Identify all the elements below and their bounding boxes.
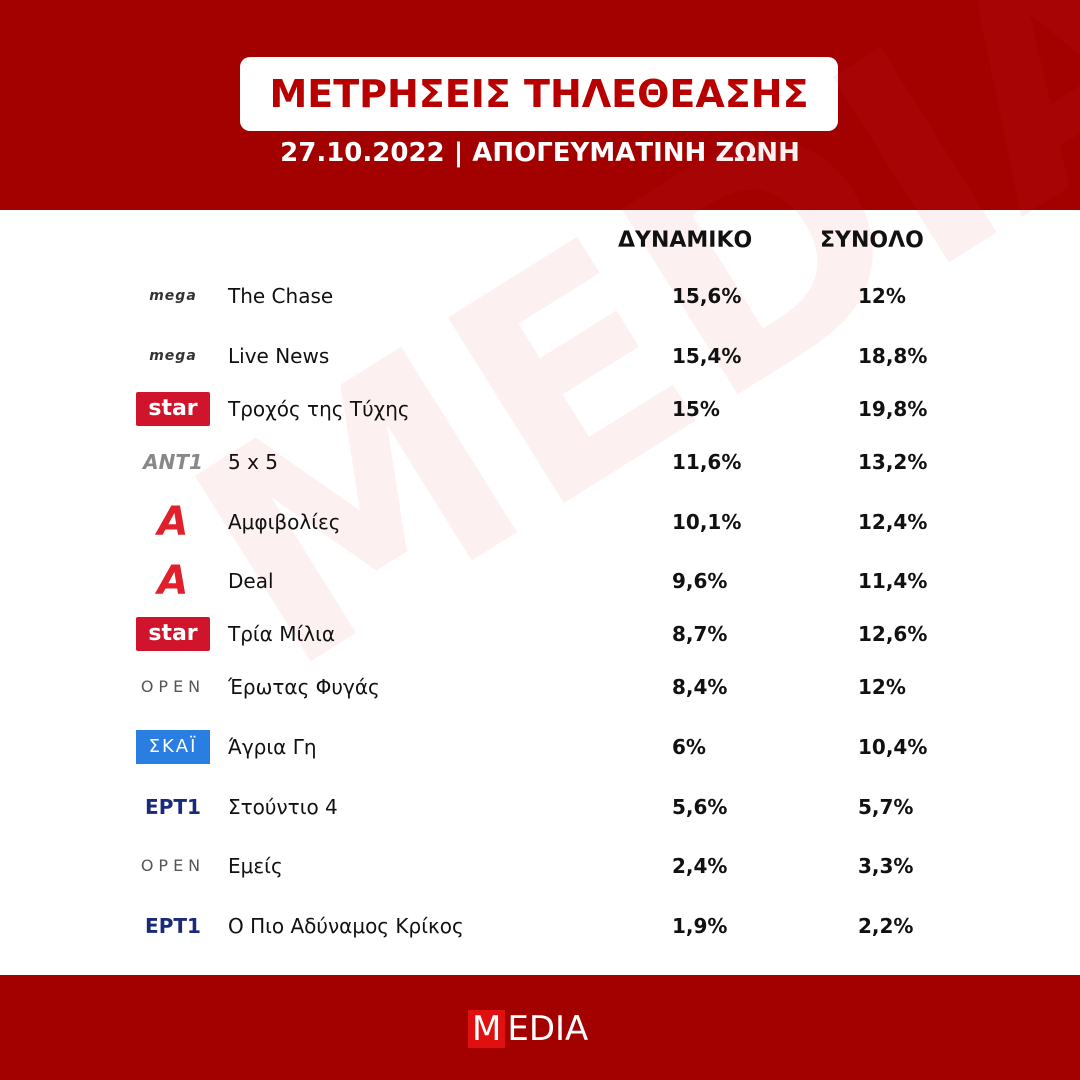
- channel-logo: ANT1: [143, 450, 203, 474]
- dynamiko-value: 15,4%: [672, 344, 742, 368]
- footer-band: [0, 975, 1080, 1080]
- subtitle: 27.10.2022 | ΑΠΟΓΕΥΜΑΤΙΝΗ ΖΩΝΗ: [280, 138, 800, 168]
- table-row: ΕΡΤ1 Στούντιο 4 5,6% 5,7%: [0, 787, 1080, 827]
- dynamiko-value: 6%: [672, 735, 706, 759]
- channel-logo: OPEN: [140, 677, 206, 696]
- table-row: star Τρία Μίλια 8,7% 12,6%: [0, 614, 1080, 654]
- table-row: ANT1 5 x 5 11,6% 13,2%: [0, 442, 1080, 482]
- table-row: Α Deal 9,6% 11,4%: [0, 561, 1080, 601]
- dynamiko-value: 5,6%: [672, 795, 728, 819]
- show-name: Αμφιβολίες: [228, 510, 341, 534]
- channel-logo: mega: [149, 348, 197, 364]
- channel-logo: ΣΚΑΪ: [136, 730, 210, 764]
- dynamiko-value: 8,4%: [672, 675, 728, 699]
- column-header: ΣΥΝΟΛΟ: [820, 228, 924, 253]
- synolo-value: 12%: [858, 284, 906, 308]
- synolo-value: 13,2%: [858, 450, 928, 474]
- show-name: Εμείς: [228, 854, 283, 878]
- channel-logo: Α: [157, 499, 189, 545]
- logo-text: EDIA: [507, 1009, 589, 1049]
- table-row: ΣΚΑΪ Άγρια Γη 6% 10,4%: [0, 727, 1080, 767]
- show-name: Έρωτας Φυγάς: [228, 675, 380, 699]
- show-name: 5 x 5: [228, 450, 278, 474]
- synolo-value: 12,6%: [858, 622, 928, 646]
- dynamiko-value: 15%: [672, 397, 720, 421]
- synolo-value: 18,8%: [858, 344, 928, 368]
- synolo-value: 12%: [858, 675, 906, 699]
- channel-logo: star: [136, 617, 210, 651]
- table-row: ΕΡΤ1 Ο Πιο Αδύναμος Κρίκος 1,9% 2,2%: [0, 906, 1080, 946]
- dynamiko-value: 15,6%: [672, 284, 742, 308]
- table-row: mega Live News 15,4% 18,8%: [0, 336, 1080, 376]
- channel-logo: ΕΡΤ1: [145, 795, 201, 819]
- dynamiko-value: 9,6%: [672, 569, 728, 593]
- synolo-value: 12,4%: [858, 510, 928, 534]
- channel-logo: mega: [149, 288, 197, 304]
- dynamiko-value: 11,6%: [672, 450, 742, 474]
- synolo-value: 2,2%: [858, 914, 914, 938]
- table-row: OPEN Έρωτας Φυγάς 8,4% 12%: [0, 667, 1080, 707]
- dynamiko-value: 10,1%: [672, 510, 742, 534]
- show-name: Τρία Μίλια: [228, 622, 336, 646]
- channel-logo: Α: [157, 558, 189, 604]
- synolo-value: 10,4%: [858, 735, 928, 759]
- show-name: Ο Πιο Αδύναμος Κρίκος: [228, 914, 464, 938]
- table-row: Α Αμφιβολίες 10,1% 12,4%: [0, 502, 1080, 542]
- synolo-value: 11,4%: [858, 569, 928, 593]
- dynamiko-value: 2,4%: [672, 854, 728, 878]
- table-row: mega The Chase 15,6% 12%: [0, 276, 1080, 316]
- show-name: Deal: [228, 569, 274, 593]
- show-name: Τροχός της Τύχης: [228, 397, 410, 421]
- show-name: Live News: [228, 344, 330, 368]
- table-row: OPEN Εμείς 2,4% 3,3%: [0, 846, 1080, 886]
- show-name: Άγρια Γη: [228, 735, 317, 759]
- show-name: The Chase: [228, 284, 334, 308]
- dynamiko-value: 8,7%: [672, 622, 728, 646]
- table-row: star Τροχός της Τύχης 15% 19,8%: [0, 389, 1080, 429]
- logo-mark: M: [468, 1010, 506, 1048]
- synolo-value: 3,3%: [858, 854, 914, 878]
- footer-logo: M EDIA: [468, 1010, 588, 1048]
- synolo-value: 19,8%: [858, 397, 928, 421]
- channel-logo: star: [136, 392, 210, 426]
- show-name: Στούντιο 4: [228, 795, 338, 819]
- synolo-value: 5,7%: [858, 795, 914, 819]
- title: ΜΕΤΡΗΣΕΙΣ ΤΗΛΕΘΕΑΣΗΣ: [240, 57, 838, 131]
- channel-logo: ΕΡΤ1: [145, 914, 201, 938]
- column-header: ΔΥΝΑΜΙΚΟ: [618, 228, 753, 253]
- dynamiko-value: 1,9%: [672, 914, 728, 938]
- channel-logo: OPEN: [140, 856, 206, 875]
